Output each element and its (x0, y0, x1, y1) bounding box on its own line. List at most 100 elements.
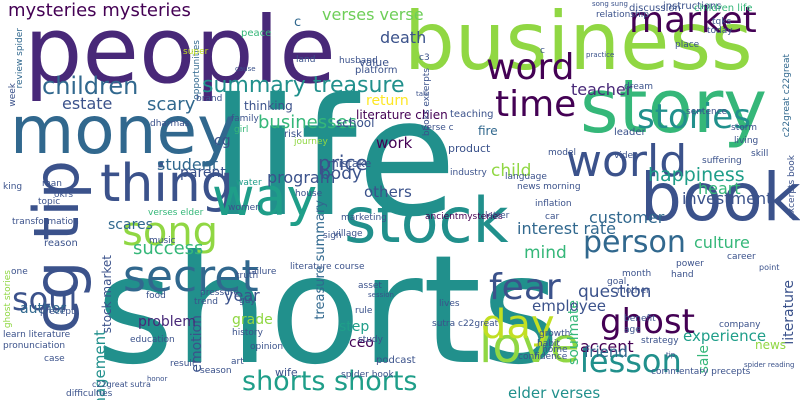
word-model: model (548, 148, 577, 158)
word-language: language (505, 172, 547, 182)
word-shorts-main: shorts (96, 224, 560, 398)
word-man: man (42, 179, 62, 189)
word-pressure: pressure (200, 288, 239, 298)
word-talk: talk (416, 90, 430, 98)
word-fire: fire (478, 124, 498, 138)
word-children: children (42, 72, 139, 100)
word-okrs: okrs (54, 190, 74, 200)
word-world: world (566, 136, 688, 187)
word-place: place (675, 40, 700, 50)
word-storm: storm (731, 123, 758, 133)
word-leader: leader (614, 127, 646, 138)
word-parent: parent (180, 165, 226, 181)
word-businesses: businesses (258, 112, 357, 133)
word-children-life: children life (694, 3, 753, 14)
word-ancientmysteries: ancientmysteries (425, 212, 503, 222)
word-books-excerpts: books excerpts (422, 68, 432, 137)
word-lives: lives (439, 299, 460, 309)
word-word: word (486, 47, 575, 88)
word-mistake: mistake (328, 157, 372, 170)
word-study: study (358, 335, 383, 345)
word-shorts-shorts: shorts shorts (242, 366, 418, 397)
word-day: day (481, 302, 555, 348)
word-c22great-c22great: c22great c22great (782, 54, 792, 138)
word-market: market (629, 0, 757, 41)
word-power: power (676, 259, 704, 269)
word-letter: letter (485, 211, 510, 221)
word-love: love (479, 318, 580, 374)
word-learn-literature: learn literature (3, 330, 71, 340)
word-author: author (20, 301, 67, 317)
word-investment: investment (682, 189, 773, 208)
word-opinion: opinion (250, 342, 284, 352)
word-music: music (149, 236, 176, 246)
word-value: value (359, 56, 390, 69)
word-literature-course: literature course (290, 262, 365, 272)
word-accent: accent (580, 337, 634, 356)
word-skill: skill (751, 149, 769, 159)
word-commentary-precepts: commentary precepts (651, 367, 751, 377)
word-death: death (380, 28, 427, 47)
word-pronunciation: pronunciation (3, 341, 66, 351)
word-song-sung: song sung (592, 0, 628, 8)
word-interest-rate: interest rate (517, 219, 616, 238)
word-relationship: relationship (596, 10, 649, 20)
word-goal: goal (607, 277, 627, 287)
word-season: season (200, 366, 232, 376)
word-difficulties: difficulties (66, 389, 113, 399)
word-c22great-sutra: c22great sutra (92, 380, 151, 389)
word-others: others (364, 183, 412, 201)
word-session: session (368, 291, 394, 299)
word-trend: trend (194, 297, 218, 307)
word-fear: fear (489, 267, 561, 308)
word-brand: brand (196, 94, 223, 104)
word-sutra-c22great: sutra c22great (432, 319, 499, 329)
word-dream: dream (624, 82, 654, 92)
word-elder-verses: elder verses (508, 384, 601, 400)
word-treasure-summary: treasure summary (313, 200, 328, 320)
word-topic: topic (38, 197, 61, 207)
word-village: village (333, 229, 363, 239)
word-precept: precept (40, 307, 75, 317)
word-land: land (296, 55, 316, 65)
word-year: year (224, 286, 260, 305)
word-super: super (183, 47, 209, 57)
word-water: water (236, 178, 262, 188)
word-stock: stock (344, 184, 509, 257)
word-honor: honor (147, 375, 168, 383)
word-husband: husband (339, 56, 378, 66)
word-ghost-stories: ghost stories (3, 270, 13, 329)
word-verses-verse: verses verse (322, 5, 424, 24)
word-suffering: suffering (702, 156, 742, 166)
word-culture: culture (694, 233, 750, 252)
word-transformation: transformation (12, 217, 79, 227)
word-return: return (366, 93, 409, 109)
word-tip: tip (666, 351, 676, 359)
word-mother: mother (617, 286, 650, 296)
word-failure: failure (248, 267, 277, 277)
word-sentence: sentence (686, 107, 728, 117)
word-case: case (44, 354, 65, 364)
word-company: company (719, 320, 761, 330)
word-literature-chien: literature chien (356, 108, 448, 122)
word-mind: mind (524, 243, 567, 263)
word-excerpts-book: excerpts book (787, 155, 797, 219)
word-step: step (339, 319, 370, 335)
word-asset: asset (358, 281, 382, 291)
word-food: food (146, 291, 166, 301)
word-program: program (267, 168, 336, 187)
word-review-spider: review spider (15, 28, 25, 89)
word-people: people (24, 0, 336, 104)
word-cause: cause (235, 65, 256, 73)
word-happiness: happiness (648, 164, 745, 186)
word-age: age (624, 325, 641, 335)
word-school: school (336, 116, 375, 130)
word-soul: soul (12, 280, 78, 318)
word-spider-reading: spider reading (744, 361, 795, 369)
word-student: student (157, 155, 219, 174)
word-news-morning: news morning (517, 182, 581, 192)
word-home: home (542, 345, 568, 355)
word-result: result (170, 359, 196, 369)
word-scary: scary (147, 94, 196, 115)
word-discussion: discussion (629, 3, 681, 14)
